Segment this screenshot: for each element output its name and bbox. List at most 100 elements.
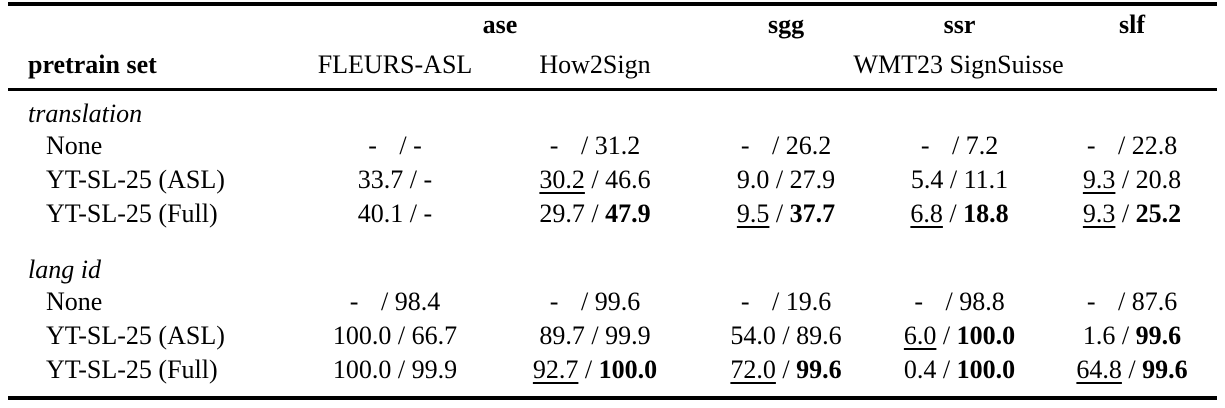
- value-separator: /: [584, 165, 606, 194]
- value-left: -: [914, 287, 923, 316]
- value-cell: 64.8 / 99.6: [1047, 353, 1217, 387]
- value-cell: - / 98.8: [872, 285, 1047, 319]
- value-left: -: [1086, 131, 1096, 160]
- value-left: 30.2: [539, 165, 585, 194]
- row-label: YT-SL-25 (Full): [46, 199, 218, 228]
- value-cell: 29.7 / 47.9: [490, 197, 700, 231]
- value-left: 64.8: [1076, 355, 1122, 384]
- col-group-ssr: ssr: [943, 10, 976, 39]
- value-right: 66.7: [411, 321, 458, 350]
- value-cell: 6.8 / 18.8: [872, 197, 1047, 231]
- value-left: 9.0: [736, 165, 770, 194]
- value-left: 54.0: [730, 321, 776, 350]
- value-left: 1.6: [1082, 321, 1116, 350]
- value-cell: - / 31.2: [490, 129, 700, 163]
- value-separator: /: [391, 355, 412, 384]
- value-cell: 92.7 / 100.0: [490, 353, 700, 387]
- value-left: 72.0: [730, 355, 776, 384]
- value-cell: 0.4 / 100.0: [872, 353, 1047, 387]
- value-left: 100.0: [332, 355, 392, 384]
- value-right: 18.8: [963, 199, 1009, 228]
- value-right: 99.6: [796, 355, 842, 384]
- value-cell: 54.0 / 89.6: [700, 319, 872, 353]
- value-right: 26.2: [785, 131, 832, 160]
- value-cell: 5.4 / 11.1: [872, 163, 1047, 197]
- value-right: -: [413, 131, 422, 160]
- col-wmt23-signsuisse: WMT23 SignSuisse: [700, 44, 1218, 91]
- col-group-slf: slf: [1119, 10, 1146, 39]
- value-cell: 9.5 / 37.7: [700, 197, 872, 231]
- section-label: lang id: [28, 255, 101, 284]
- value-left: -: [740, 131, 750, 160]
- value-left: 29.7: [539, 199, 585, 228]
- value-right: 47.9: [605, 199, 651, 228]
- section-row: translation: [8, 90, 1217, 130]
- value-right: 37.7: [789, 199, 836, 228]
- value-cell: 72.0 / 99.6: [700, 353, 872, 387]
- value-left: -: [368, 131, 377, 160]
- col-how2sign: How2Sign: [490, 44, 701, 91]
- value-left: 9.3: [1082, 165, 1116, 194]
- value-separator: /: [942, 199, 964, 228]
- value-separator: /: [584, 321, 606, 350]
- value-separator: /: [769, 199, 790, 228]
- value-left: -: [349, 287, 359, 316]
- table-body: translation None - / -- / 31.2- / 26.2- / …: [8, 90, 1217, 388]
- value-left: 9.5: [736, 199, 770, 228]
- value-separator: /: [574, 131, 595, 160]
- value-cell: 40.1 / -: [300, 197, 490, 231]
- value-separator: /: [374, 287, 395, 316]
- value-cell: 30.2 / 46.6: [490, 163, 700, 197]
- value-right: 7.2: [965, 131, 999, 160]
- value-left: 0.4: [903, 355, 937, 384]
- value-separator: /: [943, 165, 964, 194]
- value-left: 92.7: [532, 355, 579, 384]
- value-right: 20.8: [1135, 165, 1182, 194]
- value-right: 46.6: [605, 165, 651, 194]
- value-left: 6.8: [910, 199, 943, 228]
- table-row: YT-SL-25 (ASL) 33.7 / - 30.2 / 46.6 9.0 / 2…: [8, 163, 1217, 197]
- value-separator: /: [1115, 199, 1136, 228]
- value-cell: - / 99.6: [490, 285, 700, 319]
- table-row: None - / 98.4- / 99.6- / 19.6- / 98.8- / …: [8, 285, 1217, 319]
- value-right: 98.4: [394, 287, 441, 316]
- value-separator: /: [769, 165, 790, 194]
- value-separator: /: [1115, 321, 1136, 350]
- col-group-ase: ase: [482, 10, 518, 39]
- value-separator: /: [936, 355, 957, 384]
- value-left: -: [549, 287, 559, 316]
- value-separator: /: [945, 131, 966, 160]
- table-row: None - / -- / 31.2- / 26.2- / 7.2- / 22.8: [8, 129, 1217, 163]
- value-left: 40.1: [357, 199, 404, 228]
- value-left: 33.7: [357, 165, 404, 194]
- value-left: 5.4: [910, 165, 944, 194]
- value-separator: /: [936, 321, 957, 350]
- header-spacer: [8, 6, 300, 44]
- results-table: ase sgg ssr slf pretrain set FLEURS-ASL …: [8, 6, 1218, 388]
- value-cell: 89.7 / 99.9: [490, 319, 700, 353]
- value-right: 100.0: [956, 355, 1016, 384]
- value-left: -: [740, 287, 750, 316]
- value-cell: 100.0 / 99.9: [300, 353, 490, 387]
- value-right: 99.6: [1142, 355, 1188, 384]
- value-right: -: [423, 165, 433, 194]
- value-separator: /: [392, 131, 414, 160]
- section-row: lang id: [8, 231, 1217, 285]
- row-label: None: [46, 131, 103, 160]
- value-cell: - / 19.6: [700, 285, 872, 319]
- header-row-datasets: pretrain set FLEURS-ASL How2Sign WMT23 S…: [8, 44, 1218, 91]
- row-label: YT-SL-25 (ASL): [46, 165, 225, 194]
- value-separator: /: [1111, 287, 1132, 316]
- value-right: 89.6: [796, 321, 842, 350]
- value-right: 100.0: [956, 321, 1016, 350]
- value-cell: - / -: [300, 129, 490, 163]
- value-right: 11.1: [963, 165, 1009, 194]
- value-cell: 9.3 / 25.2: [1047, 197, 1217, 231]
- value-separator: /: [403, 199, 424, 228]
- col-group-sgg: sgg: [767, 10, 805, 39]
- top-rule: [8, 2, 1217, 6]
- value-separator: /: [578, 355, 599, 384]
- value-cell: 1.6 / 99.6: [1047, 319, 1217, 353]
- section-label: translation: [28, 99, 143, 128]
